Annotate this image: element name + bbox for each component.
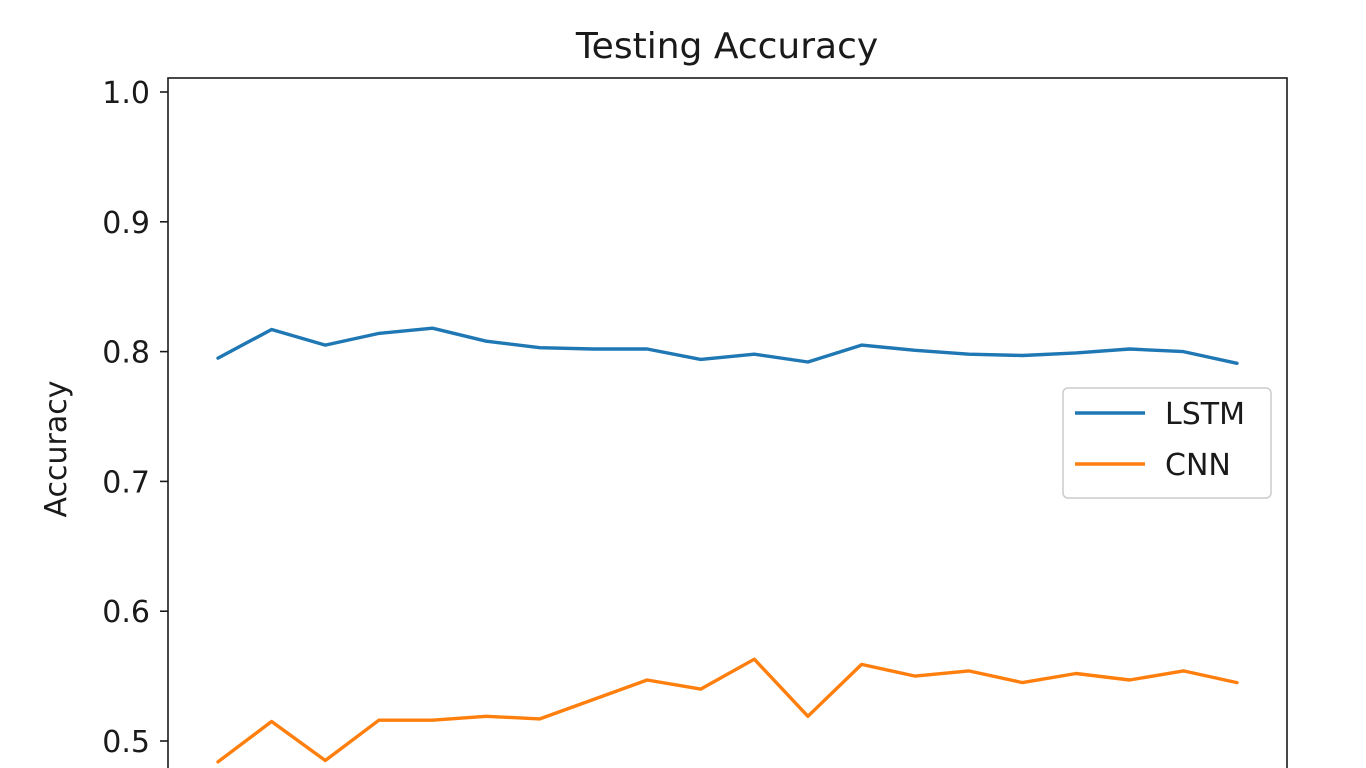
y-tick-label: 0.8: [102, 336, 150, 371]
legend: LSTM CNN: [1062, 387, 1272, 499]
y-tick-label: 0.9: [102, 206, 150, 241]
y-axis-ticks: 0.5 0.6 0.7 0.8 0.9 1.0: [102, 76, 168, 760]
y-tick-label: 0.6: [102, 595, 150, 630]
y-axis-label: Accuracy: [39, 381, 74, 518]
series-line-cnn: [216, 657, 1239, 764]
chart-title: Testing Accuracy: [575, 26, 878, 67]
y-tick-label: 0.7: [102, 465, 150, 500]
series-layer: [216, 326, 1239, 764]
legend-label-lstm: LSTM: [1165, 397, 1245, 432]
legend-box: [1062, 387, 1272, 499]
y-tick-label: 1.0: [102, 76, 150, 111]
series-line-lstm: [216, 326, 1239, 365]
legend-label-cnn: CNN: [1165, 448, 1231, 483]
y-tick-label: 0.5: [102, 725, 150, 760]
